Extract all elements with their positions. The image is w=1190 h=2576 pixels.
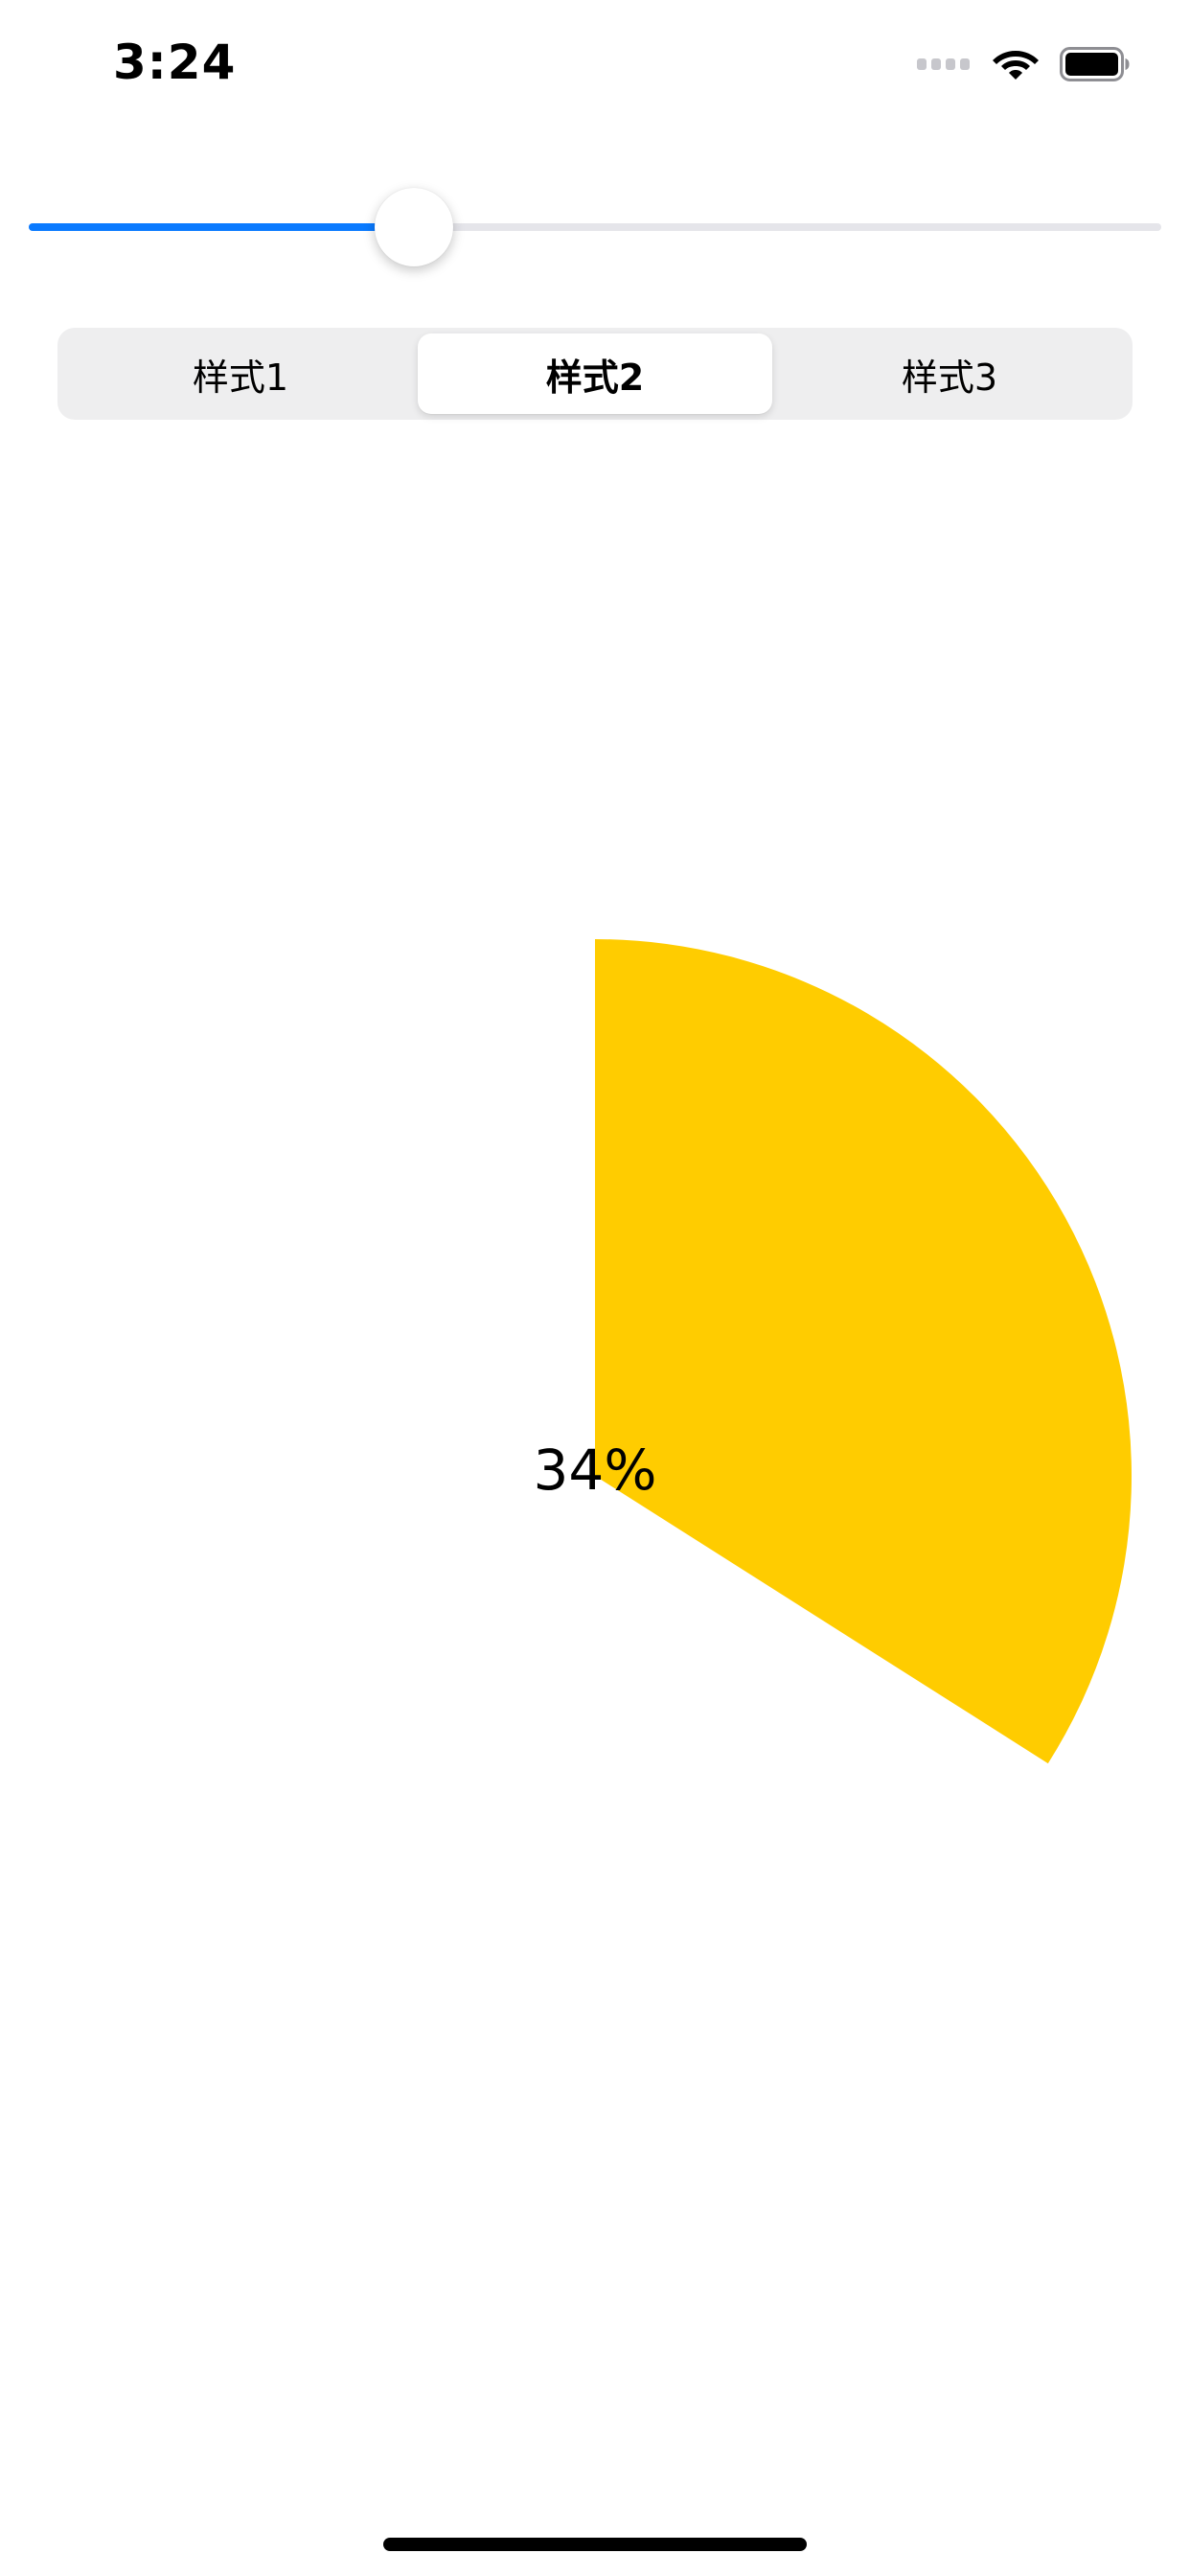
percent-label: 34% [533, 1438, 657, 1503]
progress-slider[interactable] [29, 178, 1161, 274]
status-bar: 3:24 [0, 0, 1190, 134]
segment-style-2[interactable]: 样式2 [418, 334, 772, 414]
segment-style-3[interactable]: 样式3 [901, 356, 998, 399]
home-indicator [383, 2538, 807, 2551]
status-icons [917, 42, 1131, 86]
pie-chart-canvas [595, 939, 1132, 1764]
slider-thumb[interactable] [374, 188, 453, 266]
wifi-icon [993, 51, 1039, 80]
segment-style-1[interactable]: 样式1 [192, 356, 289, 399]
status-time: 3:24 [113, 34, 237, 90]
pie-slice-progress [595, 939, 1132, 1764]
progress-pie-chart: 34% [0, 862, 1190, 2089]
slider-fill [29, 223, 414, 231]
cellular-signal-icon [917, 58, 970, 70]
style-segmented-control[interactable]: 样式1 样式2 样式3 [57, 328, 1133, 420]
slider-track[interactable] [29, 223, 1161, 231]
battery-icon [1060, 47, 1130, 81]
